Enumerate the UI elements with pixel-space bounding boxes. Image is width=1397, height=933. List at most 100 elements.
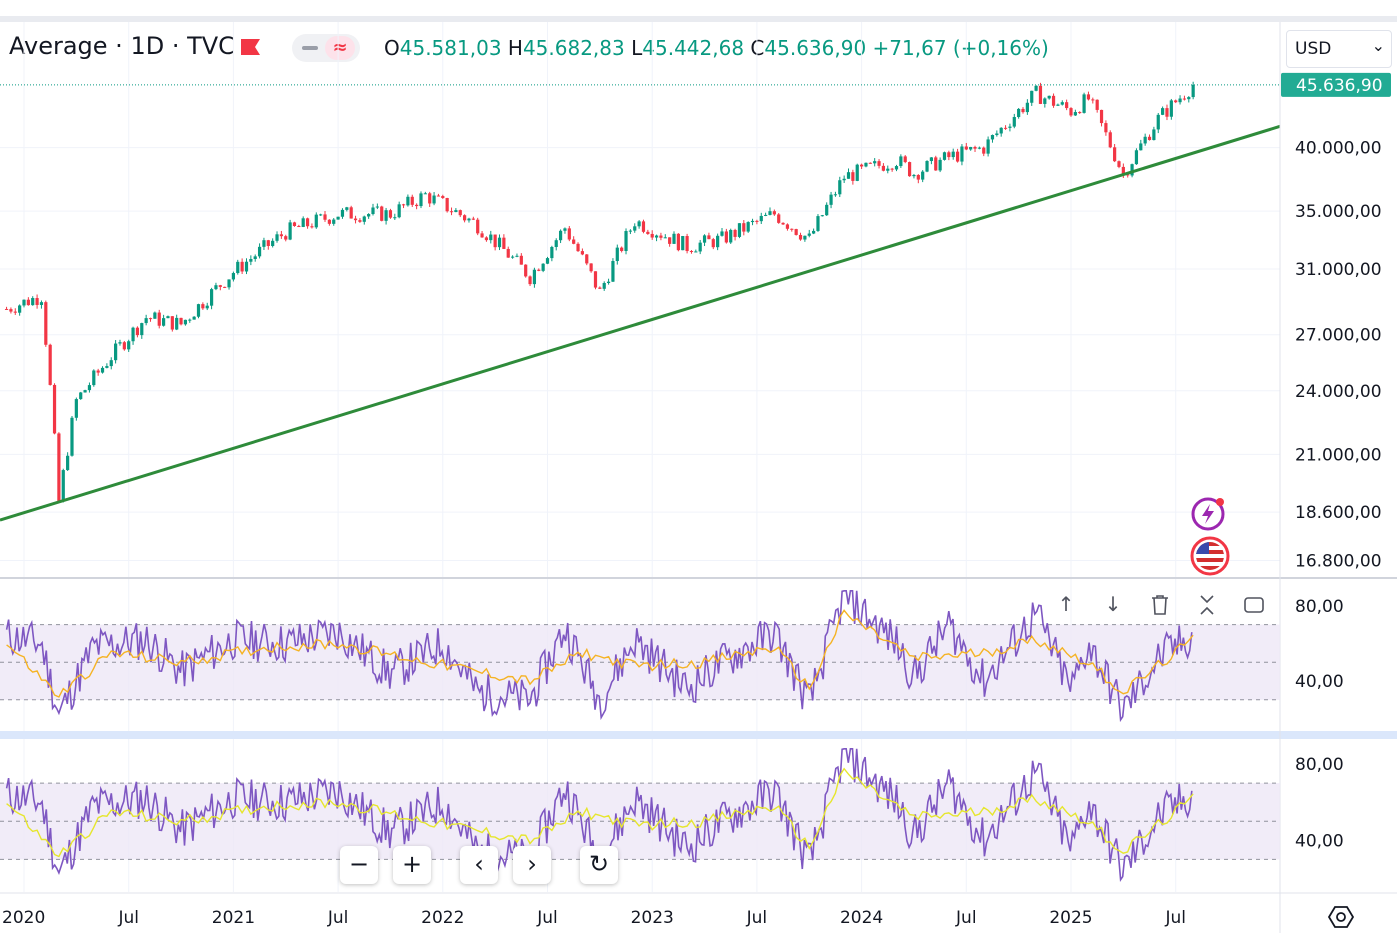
candle: [436, 193, 441, 197]
candle: [899, 154, 903, 169]
close-label: C: [750, 36, 765, 60]
candle: [44, 300, 48, 347]
candle: [266, 239, 270, 250]
pane-separator: [0, 731, 1397, 739]
scroll-right-icon[interactable]: ›: [513, 846, 551, 884]
candle: [873, 158, 877, 167]
candle: [689, 250, 694, 254]
candle: [279, 230, 283, 239]
candle: [755, 219, 759, 225]
time-tick-label: Jul: [955, 908, 977, 928]
candle: [506, 246, 510, 258]
candle: [87, 382, 92, 393]
candle: [467, 217, 471, 223]
candle: [240, 258, 244, 275]
candle: [262, 237, 266, 251]
price-tick-label: 18.600,00: [1295, 503, 1382, 523]
candle: [1060, 100, 1064, 106]
collapse-icon[interactable]: [1190, 588, 1224, 622]
candle: [707, 232, 711, 240]
candle: [1003, 125, 1008, 130]
arrow-up-icon[interactable]: ↑: [1057, 592, 1075, 616]
flag-icon[interactable]: [240, 38, 261, 56]
candle: [253, 254, 257, 262]
us-flag-icon[interactable]: [1190, 536, 1230, 576]
candle: [977, 146, 981, 150]
reset-icon[interactable]: ↻: [580, 846, 618, 884]
candle: [4, 306, 9, 310]
close-value: 45.636,90: [764, 36, 867, 60]
candle: [1065, 99, 1069, 111]
candle: [829, 191, 833, 209]
settings-icon[interactable]: [1326, 903, 1356, 931]
candle: [179, 317, 183, 326]
candle: [61, 468, 65, 503]
candle: [794, 228, 798, 236]
candle: [1056, 103, 1060, 106]
candle: [633, 223, 637, 233]
candle: [1187, 96, 1191, 103]
candle: [1008, 123, 1012, 132]
candle: [105, 363, 109, 369]
candle: [458, 209, 462, 218]
symbol-title[interactable]: Average · 1D · TVC: [9, 32, 235, 60]
candle: [881, 163, 886, 172]
candle: [66, 452, 70, 471]
price-tick-label: 27.000,00: [1295, 326, 1382, 346]
maximize-icon[interactable]: [1237, 588, 1271, 622]
candle: [886, 165, 890, 174]
candle: [192, 316, 196, 320]
last-price-badge: 45.636,90: [1281, 72, 1391, 97]
zoom-out-icon[interactable]: −: [340, 846, 378, 884]
indicator-toggle[interactable]: ≈: [292, 34, 360, 62]
candles: [4, 81, 1195, 503]
high-value: 45.682,83: [522, 36, 625, 60]
candle: [345, 206, 349, 212]
time-tick-label: 2020: [2, 908, 45, 928]
candle: [724, 228, 728, 244]
candle: [401, 203, 406, 209]
zoom-in-icon[interactable]: +: [393, 846, 431, 884]
time-tick-label: 2021: [212, 908, 255, 928]
candle: [35, 294, 39, 309]
lightning-alert-icon[interactable]: [1191, 495, 1227, 531]
candle: [375, 203, 379, 210]
candle: [493, 234, 497, 251]
candle: [1078, 111, 1082, 114]
candle: [1165, 104, 1169, 121]
candle: [489, 230, 493, 244]
candle: [716, 233, 720, 251]
candle: [825, 202, 829, 216]
time-tick-label: 2023: [631, 908, 674, 928]
candle: [620, 246, 624, 253]
time-tick-label: Jul: [536, 908, 558, 928]
candle: [271, 238, 275, 248]
candle: [96, 368, 100, 376]
last-price-badge-text: 45.636,90: [1296, 76, 1383, 96]
arrow-down-icon[interactable]: ↓: [1104, 592, 1122, 616]
candle: [842, 175, 846, 183]
scroll-left-icon[interactable]: ‹: [460, 846, 498, 884]
candle: [349, 205, 353, 219]
candle: [393, 213, 397, 221]
candle: [628, 229, 632, 235]
trash-icon[interactable]: [1143, 588, 1177, 622]
candle: [476, 217, 480, 236]
candle: [127, 339, 131, 352]
candle: [602, 281, 606, 291]
candle: [502, 234, 506, 250]
candle: [148, 317, 153, 322]
approx-icon[interactable]: ≈: [325, 36, 355, 60]
candle: [205, 302, 209, 311]
candle: [759, 212, 763, 225]
candle: [681, 235, 685, 251]
minus-icon[interactable]: [302, 46, 318, 50]
currency-select[interactable]: USD ⌄: [1286, 30, 1392, 68]
time-tick-label: Jul: [327, 908, 349, 928]
candle: [777, 213, 781, 224]
time-tick-label: 2022: [421, 908, 464, 928]
candle: [938, 157, 942, 173]
candle: [188, 318, 192, 323]
candle: [92, 369, 96, 387]
